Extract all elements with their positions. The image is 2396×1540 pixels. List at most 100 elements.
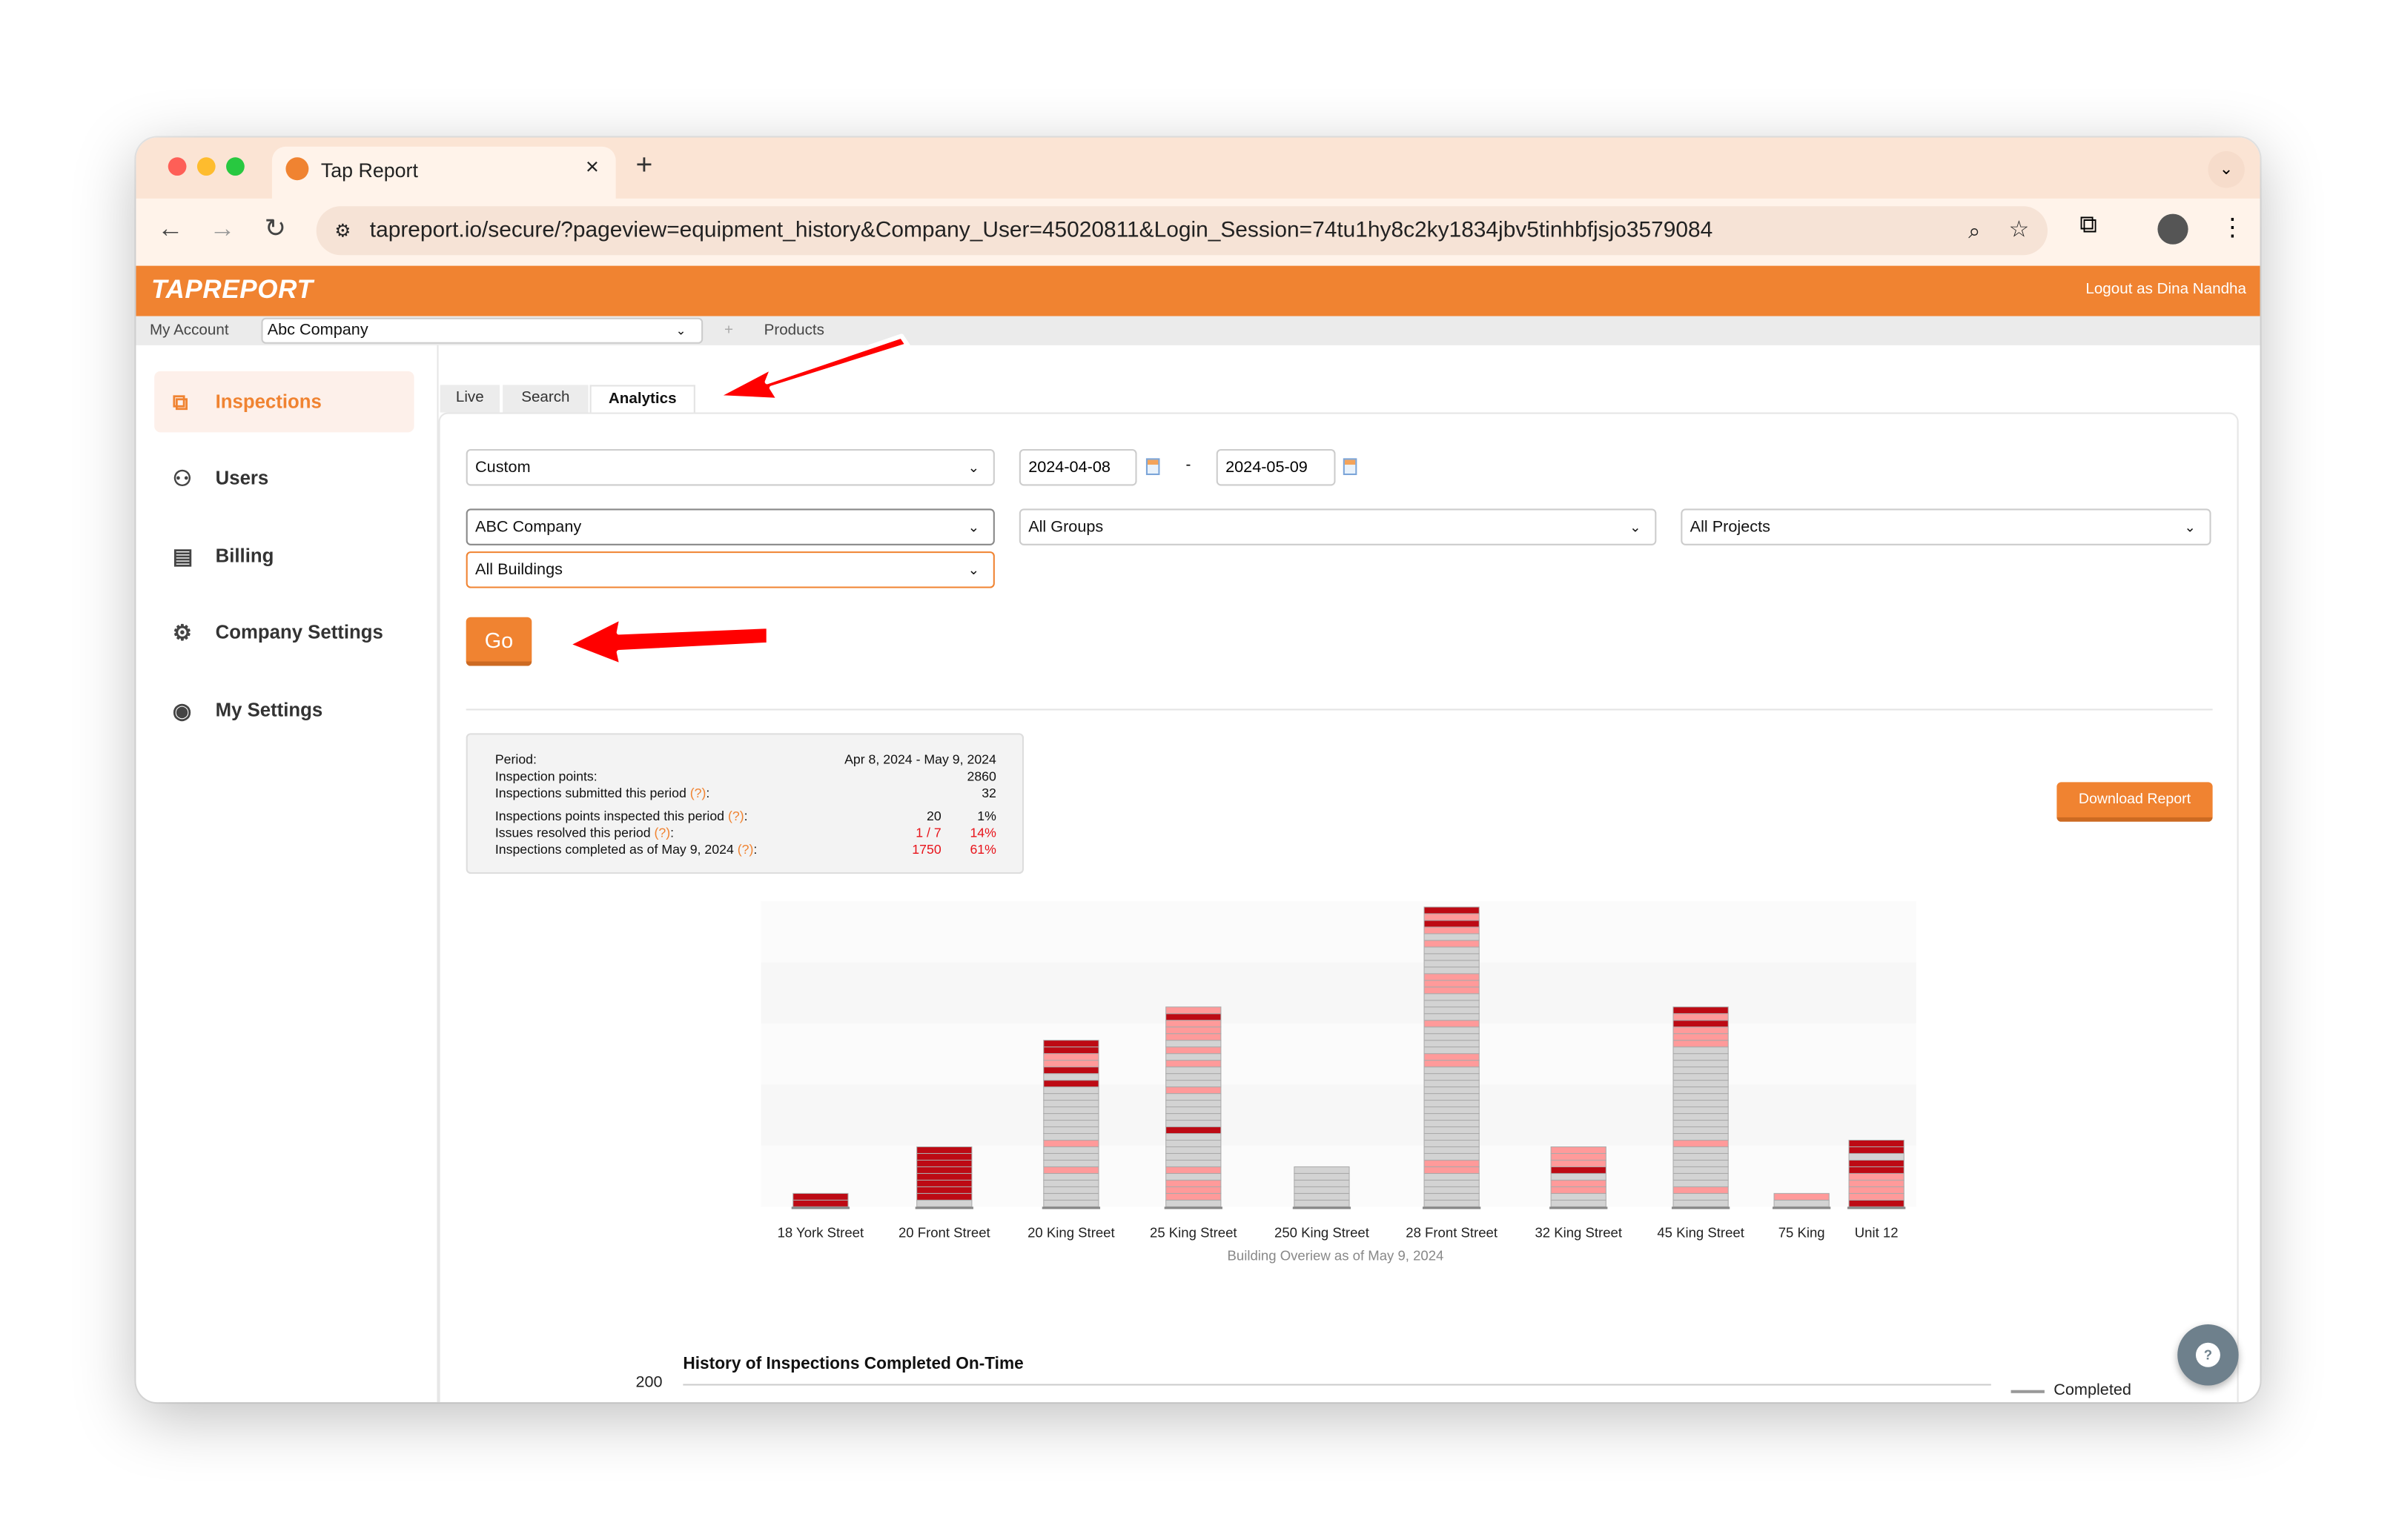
products-link[interactable]: Products bbox=[764, 322, 824, 339]
tab-live[interactable]: Live bbox=[440, 385, 500, 413]
bar-segment bbox=[916, 1179, 973, 1187]
bar-segment bbox=[1423, 940, 1480, 948]
x-tick-label: 250 King Street bbox=[1274, 1225, 1370, 1241]
tab-search-chevron-icon[interactable]: ⌄ bbox=[2208, 151, 2245, 188]
sidebar-item-inspections[interactable]: ⧉ Inspections bbox=[154, 371, 414, 433]
bar[interactable] bbox=[1164, 1006, 1222, 1209]
projects-select[interactable]: All Projects ⌄ bbox=[1681, 508, 2211, 545]
browser-window: Tap Report × + ⌄ ← → ↻ ⚙ tapreport.io/se… bbox=[136, 137, 2260, 1403]
url-input[interactable]: ⚙ tapreport.io/secure/?pageview=equipmen… bbox=[316, 206, 2048, 256]
date-to-input[interactable]: 2024-05-09 bbox=[1216, 448, 1336, 486]
bar-segment bbox=[1423, 1053, 1480, 1061]
help-link[interactable]: (?) bbox=[654, 825, 671, 840]
bar-segment bbox=[1848, 1139, 1904, 1147]
analytics-panel bbox=[438, 412, 2239, 1403]
bar[interactable] bbox=[1549, 1146, 1608, 1209]
sub-nav: My Account Abc Company ⌄ + Products bbox=[136, 316, 2260, 345]
back-icon[interactable]: ← bbox=[157, 213, 184, 243]
annotation-arrow-go bbox=[564, 614, 771, 668]
bar-segment bbox=[1165, 1146, 1222, 1154]
bar-base bbox=[1292, 1207, 1351, 1209]
bar[interactable] bbox=[1422, 906, 1481, 1209]
stats-value: 32 bbox=[982, 785, 996, 801]
profile-avatar[interactable] bbox=[2157, 213, 2188, 245]
company-filter-select[interactable]: ABC Company ⌄ bbox=[466, 508, 995, 545]
help-link[interactable]: (?) bbox=[737, 841, 754, 857]
bar-segment bbox=[1043, 1179, 1099, 1187]
sidebar-item-billing[interactable]: ▤ Billing bbox=[154, 525, 414, 586]
bar-segment bbox=[1672, 1126, 1729, 1135]
bar-segment bbox=[916, 1172, 973, 1181]
forward-icon[interactable]: → bbox=[209, 213, 236, 243]
bar-segment bbox=[1043, 1159, 1099, 1167]
zoom-icon[interactable]: ⌕ bbox=[1968, 218, 1981, 243]
bar-segment bbox=[1423, 1066, 1480, 1075]
groups-value: All Groups bbox=[1028, 517, 1104, 537]
site-settings-icon[interactable]: ⚙ bbox=[334, 219, 351, 242]
my-account-link[interactable]: My Account bbox=[149, 322, 229, 339]
sidebar-item-company-settings[interactable]: ⚙ Company Settings bbox=[154, 602, 414, 663]
bar-segment bbox=[1165, 1040, 1222, 1048]
bar-segment bbox=[1550, 1179, 1606, 1187]
bar-segment bbox=[1423, 1013, 1480, 1021]
groups-select[interactable]: All Groups ⌄ bbox=[1019, 508, 1657, 545]
browser-menu-icon[interactable]: ⋮ bbox=[2220, 215, 2245, 242]
chevron-down-icon: ⌄ bbox=[675, 323, 686, 338]
bar-segment bbox=[1423, 1146, 1480, 1154]
bar[interactable] bbox=[915, 1146, 973, 1209]
bar[interactable] bbox=[1847, 1139, 1906, 1209]
x-tick-label: 20 Front Street bbox=[898, 1225, 991, 1241]
bar-segment bbox=[1165, 1060, 1222, 1068]
bar-segment bbox=[1165, 1172, 1222, 1181]
calendar-icon[interactable] bbox=[1145, 458, 1160, 476]
bar[interactable] bbox=[1671, 1006, 1730, 1209]
bar-segment bbox=[1672, 1073, 1729, 1081]
grid-band bbox=[761, 901, 1916, 963]
new-tab-icon[interactable]: + bbox=[635, 149, 653, 182]
add-link[interactable]: + bbox=[724, 322, 734, 339]
close-tab-icon[interactable]: × bbox=[585, 154, 599, 181]
period-select[interactable]: Custom ⌄ bbox=[466, 448, 995, 486]
bar[interactable] bbox=[1292, 1166, 1351, 1209]
bar-segment bbox=[1423, 1139, 1480, 1147]
help-link[interactable]: (?) bbox=[727, 808, 744, 823]
close-window-button[interactable] bbox=[168, 157, 187, 176]
bar[interactable] bbox=[791, 1192, 850, 1209]
minimize-window-button[interactable] bbox=[196, 157, 216, 176]
go-button[interactable]: Go bbox=[466, 617, 532, 666]
bar-segment bbox=[1672, 1046, 1729, 1055]
bar-segment bbox=[1423, 973, 1480, 981]
calendar-icon[interactable] bbox=[1343, 458, 1357, 476]
help-link[interactable]: (?) bbox=[689, 785, 706, 801]
company-select[interactable]: Abc Company ⌄ bbox=[261, 317, 704, 344]
bar[interactable] bbox=[1772, 1192, 1831, 1209]
bar-segment bbox=[1423, 1026, 1480, 1035]
sidebar-item-users[interactable]: ⚇ Users bbox=[154, 448, 414, 508]
stats-value: 1 / 7 bbox=[916, 825, 941, 840]
tapreport-logo[interactable]: TAPREPORT bbox=[151, 275, 314, 305]
logout-link[interactable]: Logout as Dina Nandha bbox=[2085, 281, 2246, 298]
buildings-select[interactable]: All Buildings ⌄ bbox=[466, 551, 995, 588]
date-from-input[interactable]: 2024-04-08 bbox=[1019, 448, 1137, 486]
bar-segment bbox=[1672, 1120, 1729, 1128]
x-tick-label: 28 Front Street bbox=[1406, 1225, 1498, 1241]
favicon-icon bbox=[285, 157, 309, 181]
extensions-icon[interactable]: ⧉ bbox=[2079, 212, 2097, 239]
bar-segment bbox=[1165, 1132, 1222, 1141]
browser-tab[interactable]: Tap Report × bbox=[271, 146, 616, 199]
sidebar-item-my-settings[interactable]: ◉ My Settings bbox=[154, 680, 414, 740]
tab-search[interactable]: Search bbox=[503, 385, 589, 413]
bar-segment bbox=[1848, 1146, 1904, 1154]
maximize-window-button[interactable] bbox=[226, 157, 245, 176]
bookmark-star-icon[interactable]: ☆ bbox=[2008, 216, 2030, 243]
reload-icon[interactable]: ↻ bbox=[264, 213, 286, 243]
bar-segment bbox=[1294, 1199, 1350, 1207]
bar-segment bbox=[1043, 1199, 1099, 1207]
bar-segment bbox=[1165, 1106, 1222, 1115]
bar[interactable] bbox=[1042, 1040, 1101, 1209]
bar-segment bbox=[1550, 1146, 1606, 1154]
download-report-button[interactable]: Download Report bbox=[2056, 782, 2213, 822]
tab-analytics[interactable]: Analytics bbox=[589, 385, 695, 413]
help-chat-button[interactable]: ? bbox=[2177, 1324, 2239, 1386]
